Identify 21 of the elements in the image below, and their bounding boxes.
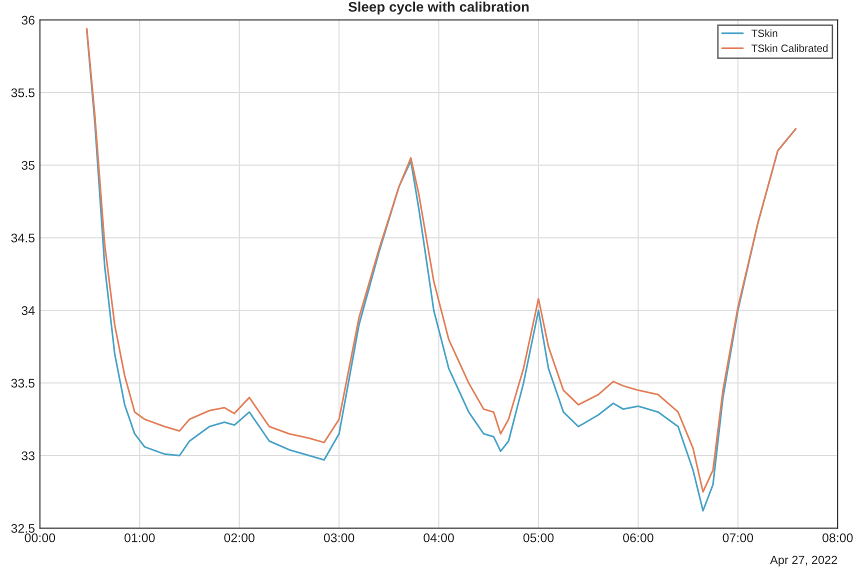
legend-label: TSkin Calibrated [751,44,828,52]
chart-title: Sleep cycle with calibration [348,2,529,15]
x-tick-label: 02:00 [224,533,255,542]
y-tick-label: 34 [22,306,35,316]
y-tick-label: 34.5 [11,234,35,242]
y-tick-label: 33.5 [11,378,35,388]
x-tick-label: 06:00 [623,533,654,542]
legend-label: TSkin [751,29,778,38]
x-tick-label: 04:00 [424,533,454,542]
y-tick-label: 33 [22,451,35,460]
x-tick-label: 08:00 [822,533,853,542]
x-tick-label: 00:00 [24,533,56,542]
y-tick-label: 35.5 [11,88,35,98]
x-tick-label: 03:00 [324,533,354,542]
y-tick-label: 35 [22,160,35,170]
y-tick-label: 32.5 [11,524,35,533]
x-tick-label: 05:00 [523,533,554,542]
x-tick-label: 01:00 [124,533,155,542]
y-tick-label: 36 [22,16,35,25]
text: Apr 27, 2022 [770,556,838,566]
x-tick-label: 07:00 [722,533,754,542]
